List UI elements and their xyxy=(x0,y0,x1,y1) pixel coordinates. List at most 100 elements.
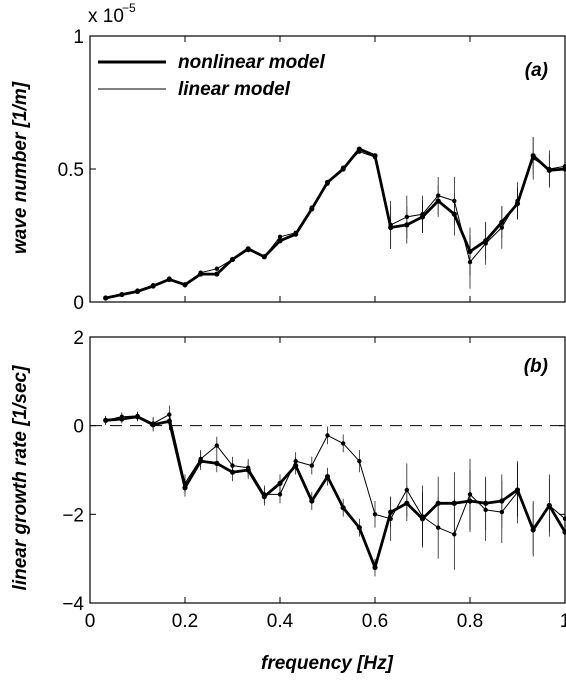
data-point xyxy=(499,225,505,230)
data-point xyxy=(404,487,410,493)
data-point xyxy=(356,525,362,531)
x-tick-label: 1 xyxy=(560,611,566,632)
data-point xyxy=(103,418,108,423)
data-point xyxy=(293,230,298,236)
scale-note-base: x 10 xyxy=(88,6,124,27)
data-point xyxy=(483,507,488,513)
data-point xyxy=(309,498,315,504)
data-point xyxy=(277,234,283,240)
data-point xyxy=(547,166,552,172)
data-point xyxy=(515,489,520,495)
data-point xyxy=(404,214,410,220)
data-point xyxy=(325,433,330,438)
data-point xyxy=(150,421,156,426)
series-line xyxy=(105,147,566,300)
panel-b-label: (b) xyxy=(524,356,548,377)
data-point xyxy=(324,474,331,480)
legend: nonlinear model linear model xyxy=(98,52,325,100)
data-point xyxy=(467,259,473,265)
data-point xyxy=(103,295,108,301)
data-point xyxy=(562,164,566,169)
series-linear xyxy=(103,137,566,301)
data-point xyxy=(167,412,172,417)
data-point xyxy=(562,516,566,521)
data-point xyxy=(530,525,536,530)
data-point xyxy=(388,222,393,228)
data-point xyxy=(293,458,298,464)
data-point xyxy=(452,198,457,204)
data-point xyxy=(230,257,235,262)
data-point xyxy=(372,564,378,571)
data-point xyxy=(262,254,267,259)
panel-a-scale-note: x 10 −5 xyxy=(88,1,136,27)
data-point xyxy=(277,238,283,244)
data-point xyxy=(325,181,330,186)
data-point xyxy=(150,283,156,288)
data-point xyxy=(309,205,315,210)
data-point xyxy=(340,441,346,446)
data-point xyxy=(214,266,220,271)
data-point xyxy=(198,270,203,275)
data-point xyxy=(530,156,536,161)
data-point xyxy=(515,198,520,204)
data-point xyxy=(309,463,315,468)
data-point xyxy=(167,276,172,281)
data-point xyxy=(214,271,220,277)
legend-label-nonlinear: nonlinear model xyxy=(178,52,325,73)
data-point xyxy=(119,292,125,298)
data-point xyxy=(452,532,457,537)
y-tick-label: −4 xyxy=(62,594,84,615)
x-axis-label: frequency [Hz] xyxy=(261,653,394,674)
data-point xyxy=(420,212,425,217)
y-tick-label: 0.5 xyxy=(58,160,84,181)
data-point xyxy=(277,492,283,497)
series-linear xyxy=(103,405,566,570)
data-point xyxy=(357,458,362,464)
data-point xyxy=(214,460,220,466)
data-point xyxy=(119,414,125,419)
y-tick-label: −2 xyxy=(62,505,84,526)
data-point xyxy=(135,413,140,419)
series-line xyxy=(105,414,566,535)
data-point xyxy=(198,456,203,462)
panel-a: x 10 −5 wave number [1/m] (a) nonlinear … xyxy=(10,1,566,314)
data-point xyxy=(182,481,188,486)
data-point xyxy=(214,443,220,448)
x-tick-label: 0.2 xyxy=(172,611,198,632)
data-point xyxy=(483,241,488,246)
series-line xyxy=(105,151,566,299)
data-point xyxy=(357,149,362,154)
data-point xyxy=(277,480,283,486)
data-point xyxy=(420,514,425,519)
panel-b-frame xyxy=(89,336,566,604)
x-tick-label: 0.4 xyxy=(267,611,294,632)
data-point xyxy=(245,247,251,253)
panel-a-label: (a) xyxy=(525,60,548,81)
x-tick-label: 0 xyxy=(85,611,96,632)
data-point xyxy=(182,283,188,288)
data-point xyxy=(388,516,393,521)
x-tick-label: 0.6 xyxy=(362,611,388,632)
legend-label-linear: linear model xyxy=(178,79,291,100)
data-point xyxy=(340,505,346,511)
data-point xyxy=(435,193,441,198)
data-point xyxy=(245,465,251,470)
data-point xyxy=(372,154,378,160)
series-nonlinear xyxy=(103,412,566,577)
series-line xyxy=(105,415,566,569)
data-point xyxy=(230,463,235,468)
data-point xyxy=(340,165,346,170)
data-point xyxy=(467,492,473,497)
x-tick-label: 0.8 xyxy=(457,611,483,632)
y-tick-label: 0 xyxy=(73,293,84,314)
data-point xyxy=(499,509,505,515)
series-nonlinear xyxy=(103,137,566,301)
data-point xyxy=(435,525,441,530)
panel-b-ylabel: linear growth rate [1/sec] xyxy=(10,365,31,591)
panel-b: linear growth rate [1/sec] (b) frequency… xyxy=(10,328,566,674)
data-point xyxy=(135,288,140,293)
data-point xyxy=(262,492,267,497)
panel-a-frame xyxy=(89,35,566,303)
scale-note-exponent: −5 xyxy=(122,1,136,15)
